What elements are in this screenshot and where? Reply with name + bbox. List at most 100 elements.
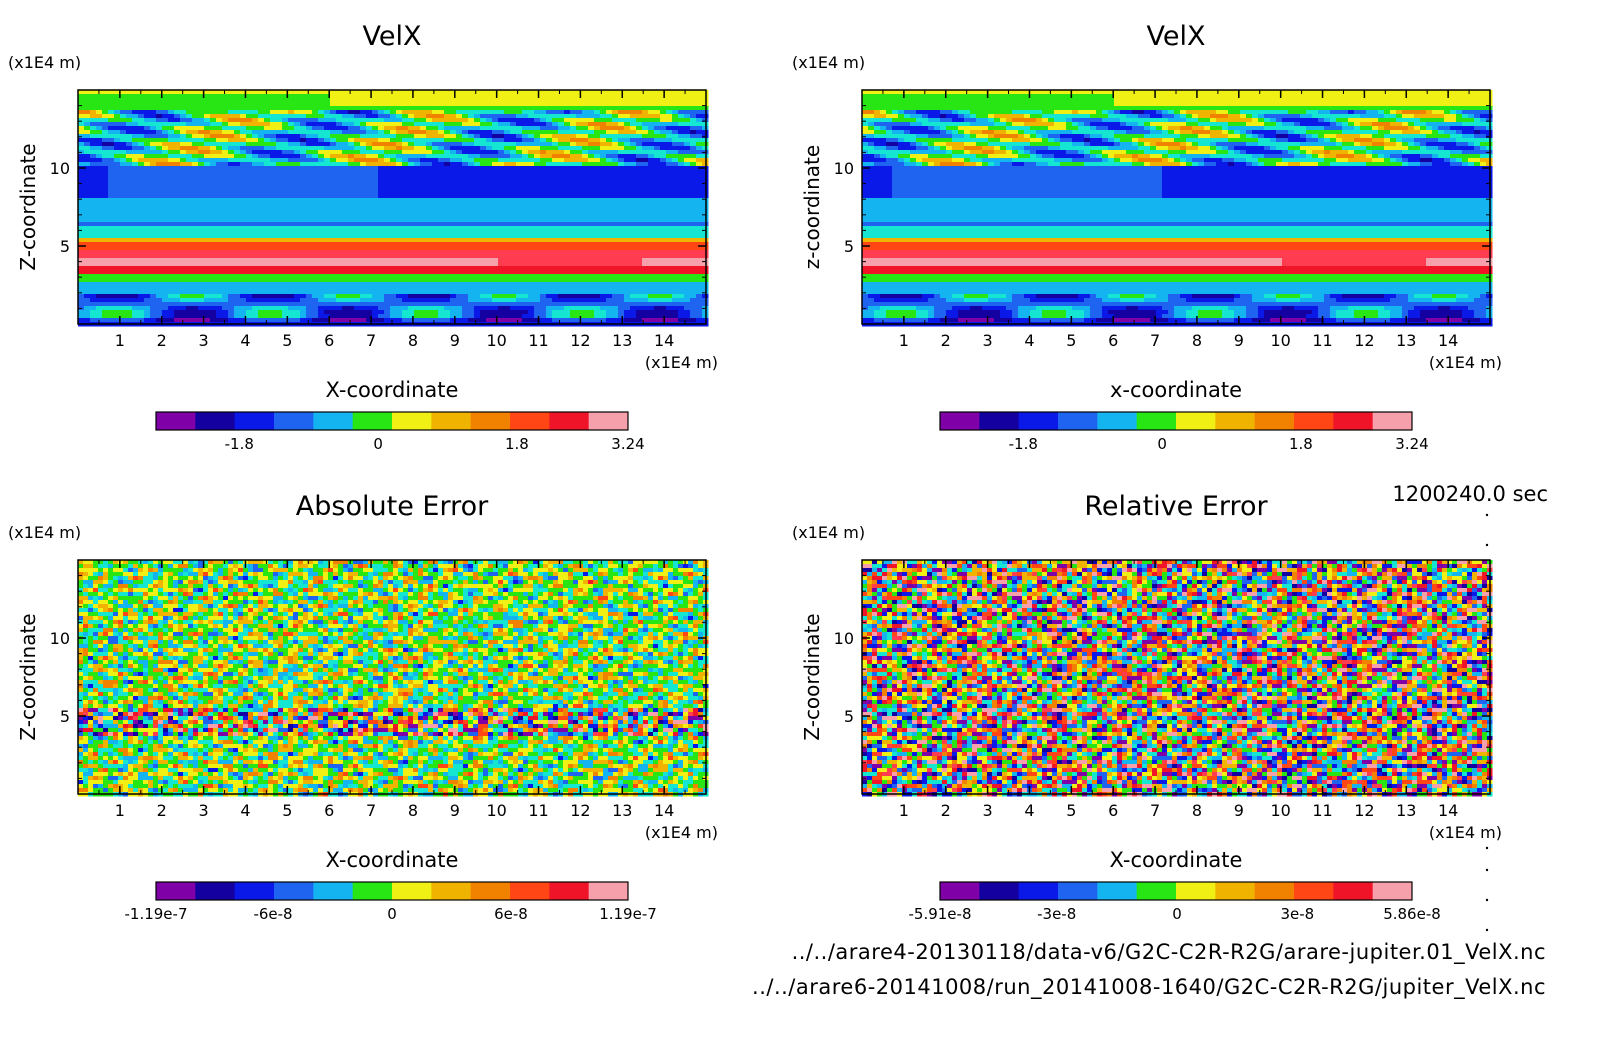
colorbar-swatch [549, 412, 589, 430]
edge-dot [1486, 514, 1488, 516]
colorbar-tick-label: 0 [387, 905, 397, 923]
heatmap-field [78, 90, 709, 327]
x-tick-label: 5 [1066, 331, 1076, 350]
x-tick-label: 5 [1066, 801, 1076, 820]
x-tick-label: 2 [941, 801, 951, 820]
colorbar: -5.91e-8 -3e-8 0 3e-8 5.86e-8 [909, 882, 1441, 923]
x-tick-label: 10 [486, 801, 506, 820]
colorbar-swatch [1294, 412, 1334, 430]
colorbar-swatch [156, 412, 196, 430]
x-tick-label: 4 [1024, 331, 1034, 350]
colorbar: -1.19e-7 -6e-8 0 6e-8 1.19e-7 [125, 882, 657, 923]
colorbar-tick-label: 3.24 [611, 435, 644, 453]
colorbar-swatch [274, 882, 314, 900]
colorbar-swatch [195, 412, 235, 430]
colorbar-swatch [1137, 882, 1177, 900]
x-tick-label: 14 [654, 331, 674, 350]
edge-dot [1486, 929, 1488, 931]
y-axis-label: z-coordinate [800, 145, 824, 269]
x-tick-label: 5 [282, 331, 292, 350]
y-tick-label: 10 [834, 159, 854, 178]
x-tick-label: 3 [199, 331, 209, 350]
heatmap-field [862, 560, 1493, 797]
colorbar-swatch [1058, 882, 1098, 900]
colorbar-swatch [1019, 412, 1059, 430]
chart-panel-1: VelX(x1E4 m)1 2 3 4 5 6 7 8 9 10 11 12 13 14510(x1E4 … [8, 21, 718, 453]
colorbar-swatch [274, 412, 314, 430]
edge-dot [1486, 544, 1488, 546]
x-tick-label: 3 [983, 331, 993, 350]
x-axis-label: X-coordinate [326, 848, 459, 872]
chart-panel-2: VelX(x1E4 m)1 2 3 4 5 6 7 8 9 10 11 12 13 14510(x1E4 … [792, 21, 1502, 453]
colorbar-tick-label: 3.24 [1395, 435, 1428, 453]
x-tick-label: 8 [1192, 801, 1202, 820]
x-unit-label: (x1E4 m) [645, 353, 718, 372]
chart-panel-3: Absolute Error(x1E4 m)1 2 3 4 5 6 7 8 9 10 11 12 13 1… [8, 491, 718, 923]
y-axis-label: Z-coordinate [16, 613, 40, 740]
colorbar-swatch [1176, 882, 1216, 900]
y-axis-label: Z-coordinate [800, 613, 824, 740]
y-unit-label: (x1E4 m) [792, 53, 865, 72]
colorbar-swatch [1255, 882, 1295, 900]
y-tick-label: 5 [844, 707, 854, 726]
heatmap-field [78, 560, 709, 797]
colorbar-swatch [979, 412, 1019, 430]
x-tick-label: 13 [1396, 331, 1416, 350]
x-tick-label: 11 [1312, 331, 1332, 350]
file-path-1: ../../arare4-20130118/data-v6/G2C-C2R-R2… [792, 940, 1546, 964]
colorbar-swatch [1137, 412, 1177, 430]
x-tick-label: 4 [240, 801, 250, 820]
y-tick-label: 5 [60, 237, 70, 256]
colorbar-swatch [313, 882, 353, 900]
x-tick-label: 4 [240, 331, 250, 350]
y-tick-label: 10 [50, 629, 70, 648]
colorbar-swatch [940, 882, 980, 900]
y-tick-label: 5 [844, 237, 854, 256]
colorbar: -1.8 0 1.8 3.24 [156, 412, 645, 453]
colorbar-swatch [235, 882, 275, 900]
x-tick-label: 3 [199, 801, 209, 820]
x-unit-label: (x1E4 m) [1429, 353, 1502, 372]
colorbar-swatch [1373, 882, 1413, 900]
colorbar-tick-label: 1.8 [1289, 435, 1313, 453]
y-unit-label: (x1E4 m) [792, 523, 865, 542]
colorbar-swatch [1333, 412, 1373, 430]
x-tick-label: 6 [1108, 801, 1118, 820]
x-tick-label: 8 [408, 801, 418, 820]
x-tick-label: 1 [899, 331, 909, 350]
x-tick-label: 5 [282, 801, 292, 820]
x-unit-label: (x1E4 m) [1429, 823, 1502, 842]
colorbar-swatch [1215, 882, 1255, 900]
x-tick-label: 10 [486, 331, 506, 350]
colorbar: -1.8 0 1.8 3.24 [940, 412, 1429, 453]
colorbar-tick-label: 1.19e-7 [599, 905, 657, 923]
x-unit-label: (x1E4 m) [645, 823, 718, 842]
x-tick-label: 11 [528, 331, 548, 350]
x-tick-label: 6 [324, 331, 334, 350]
colorbar-swatch [589, 882, 629, 900]
colorbar-swatch [1373, 412, 1413, 430]
colorbar-tick-label: 0 [373, 435, 383, 453]
colorbar-swatch [549, 882, 589, 900]
colorbar-swatch [392, 412, 432, 430]
colorbar-swatch [1097, 882, 1137, 900]
edge-dot [1486, 869, 1488, 871]
chart-title: VelX [1147, 21, 1206, 52]
x-axis-label: X-coordinate [326, 378, 459, 402]
edge-dot [1486, 847, 1488, 849]
x-tick-label: 6 [1108, 331, 1118, 350]
x-tick-label: 6 [324, 801, 334, 820]
colorbar-swatch [431, 412, 471, 430]
time-label: 1200240.0 sec [1392, 482, 1548, 506]
edge-dot [1486, 899, 1488, 901]
colorbar-tick-label: 0 [1172, 905, 1182, 923]
x-axis-label: X-coordinate [1110, 848, 1243, 872]
colorbar-tick-label: -3e-8 [1037, 905, 1076, 923]
x-tick-label: 1 [899, 801, 909, 820]
x-tick-label: 10 [1270, 331, 1290, 350]
x-tick-label: 1 [115, 801, 125, 820]
x-tick-label: 2 [157, 801, 167, 820]
colorbar-tick-label: -1.8 [225, 435, 254, 453]
colorbar-tick-label: -1.19e-7 [125, 905, 188, 923]
colorbar-swatch [1255, 412, 1295, 430]
